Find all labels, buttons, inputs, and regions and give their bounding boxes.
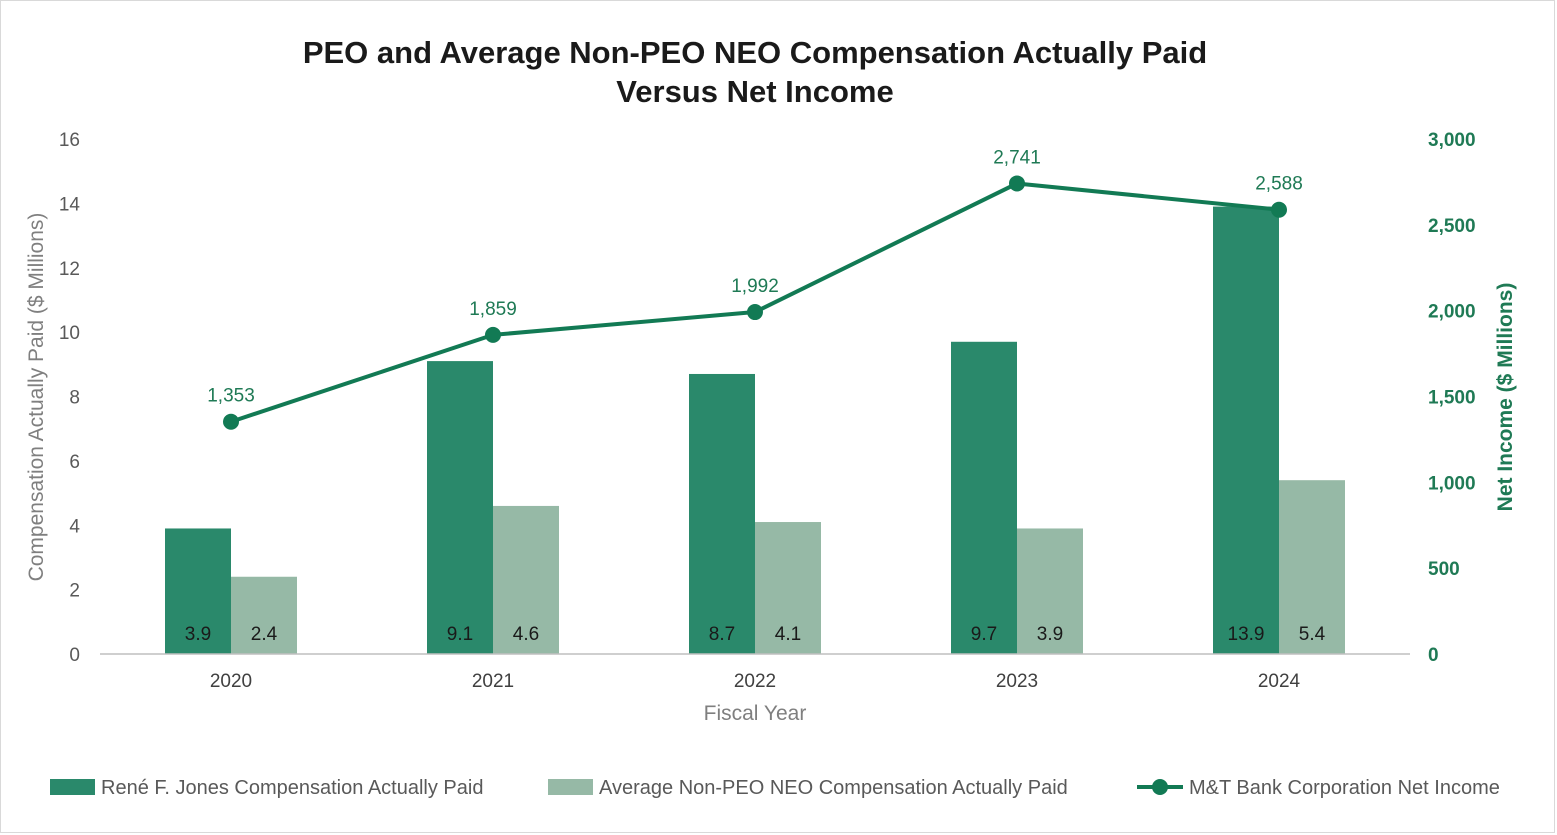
right-axis-title: Net Income ($ Millions) bbox=[1494, 283, 1517, 512]
bar-neo-2022 bbox=[755, 522, 821, 654]
right-tick-label: 1,000 bbox=[1428, 473, 1476, 494]
x-tick-2020: 2020 bbox=[210, 671, 252, 692]
x-tick-2024: 2024 bbox=[1258, 671, 1301, 692]
chart-title-line1: PEO and Average Non-PEO NEO Compensation… bbox=[303, 35, 1207, 70]
right-tick-label: 1,500 bbox=[1428, 388, 1476, 409]
net-income-point-2021 bbox=[485, 326, 501, 343]
bar-label-neo-2022: 4.1 bbox=[775, 624, 801, 645]
legend: René F. Jones Compensation Actually Paid… bbox=[50, 777, 1500, 799]
x-tick-2021: 2021 bbox=[472, 671, 514, 692]
bar-peo-2022 bbox=[689, 373, 755, 654]
legend-swatch-peo bbox=[50, 779, 95, 795]
left-tick-label: 6 bbox=[69, 452, 80, 473]
bar-labels-group: 3.9 2.4 9.1 4.6 8.7 4.1 9.7 3.9 13.9 5.4 bbox=[185, 624, 1326, 645]
x-tick-2023: 2023 bbox=[996, 671, 1038, 692]
bar-label-peo-2024: 13.9 bbox=[1228, 624, 1265, 645]
bar-label-neo-2023: 3.9 bbox=[1037, 624, 1063, 645]
net-income-point-2024 bbox=[1271, 201, 1287, 218]
right-tick-label: 500 bbox=[1428, 559, 1460, 580]
left-axis-title: Compensation Actually Paid ($ Millions) bbox=[25, 213, 48, 582]
left-tick-label: 2 bbox=[69, 581, 80, 602]
net-income-point-2022 bbox=[747, 304, 763, 321]
net-income-label-2022: 1,992 bbox=[731, 276, 779, 297]
legend-label-peo: René F. Jones Compensation Actually Paid bbox=[101, 777, 483, 799]
x-axis-ticks: 2020 2021 2022 2023 2024 bbox=[210, 671, 1301, 692]
bars-group bbox=[165, 206, 1345, 654]
bar-label-neo-2021: 4.6 bbox=[513, 624, 539, 645]
bar-label-peo-2021: 9.1 bbox=[447, 624, 473, 645]
bar-neo-2020 bbox=[231, 576, 297, 654]
left-axis-ticks: 0 2 4 6 8 10 12 14 16 bbox=[59, 130, 81, 666]
net-income-label-2024: 2,588 bbox=[1255, 174, 1303, 195]
bar-peo-2020 bbox=[165, 528, 231, 654]
bar-peo-2024 bbox=[1213, 206, 1279, 654]
bar-label-peo-2020: 3.9 bbox=[185, 624, 211, 645]
chart-title-line2: Versus Net Income bbox=[616, 74, 893, 109]
net-income-point-2020 bbox=[223, 413, 239, 430]
legend-swatch-neo bbox=[548, 779, 593, 795]
bar-neo-2021 bbox=[493, 505, 559, 654]
bar-label-neo-2024: 5.4 bbox=[1299, 624, 1326, 645]
bar-peo-2021 bbox=[427, 361, 493, 654]
x-axis-title: Fiscal Year bbox=[704, 702, 807, 725]
left-tick-label: 14 bbox=[59, 194, 81, 215]
left-tick-label: 8 bbox=[69, 388, 80, 409]
net-income-label-2021: 1,859 bbox=[469, 299, 517, 320]
x-tick-2022: 2022 bbox=[734, 671, 776, 692]
left-tick-label: 10 bbox=[59, 323, 80, 344]
bar-peo-2023 bbox=[951, 341, 1017, 654]
left-tick-label: 12 bbox=[59, 259, 80, 280]
net-income-line-group: 1,353 1,859 1,992 2,741 2,588 bbox=[207, 147, 1303, 430]
net-income-label-2023: 2,741 bbox=[993, 147, 1041, 168]
bar-label-peo-2022: 8.7 bbox=[709, 624, 735, 645]
left-tick-label: 0 bbox=[69, 645, 80, 666]
legend-label-neo: Average Non-PEO NEO Compensation Actuall… bbox=[599, 777, 1068, 799]
net-income-point-2023 bbox=[1009, 175, 1025, 192]
legend-label-net-income: M&T Bank Corporation Net Income bbox=[1189, 777, 1500, 799]
right-tick-label: 3,000 bbox=[1428, 130, 1476, 151]
right-tick-label: 2,000 bbox=[1428, 302, 1476, 323]
bar-neo-2023 bbox=[1017, 528, 1083, 654]
bar-neo-2024 bbox=[1279, 480, 1345, 654]
right-tick-label: 2,500 bbox=[1428, 216, 1476, 237]
right-axis-ticks: 0 500 1,000 1,500 2,000 2,500 3,000 bbox=[1428, 130, 1476, 666]
bar-label-neo-2020: 2.4 bbox=[251, 624, 278, 645]
right-tick-label: 0 bbox=[1428, 645, 1439, 666]
left-tick-label: 16 bbox=[59, 130, 80, 151]
net-income-label-2020: 1,353 bbox=[207, 386, 255, 407]
left-tick-label: 4 bbox=[69, 516, 80, 537]
legend-marker-net-income bbox=[1152, 779, 1168, 795]
bar-label-peo-2023: 9.7 bbox=[971, 624, 997, 645]
